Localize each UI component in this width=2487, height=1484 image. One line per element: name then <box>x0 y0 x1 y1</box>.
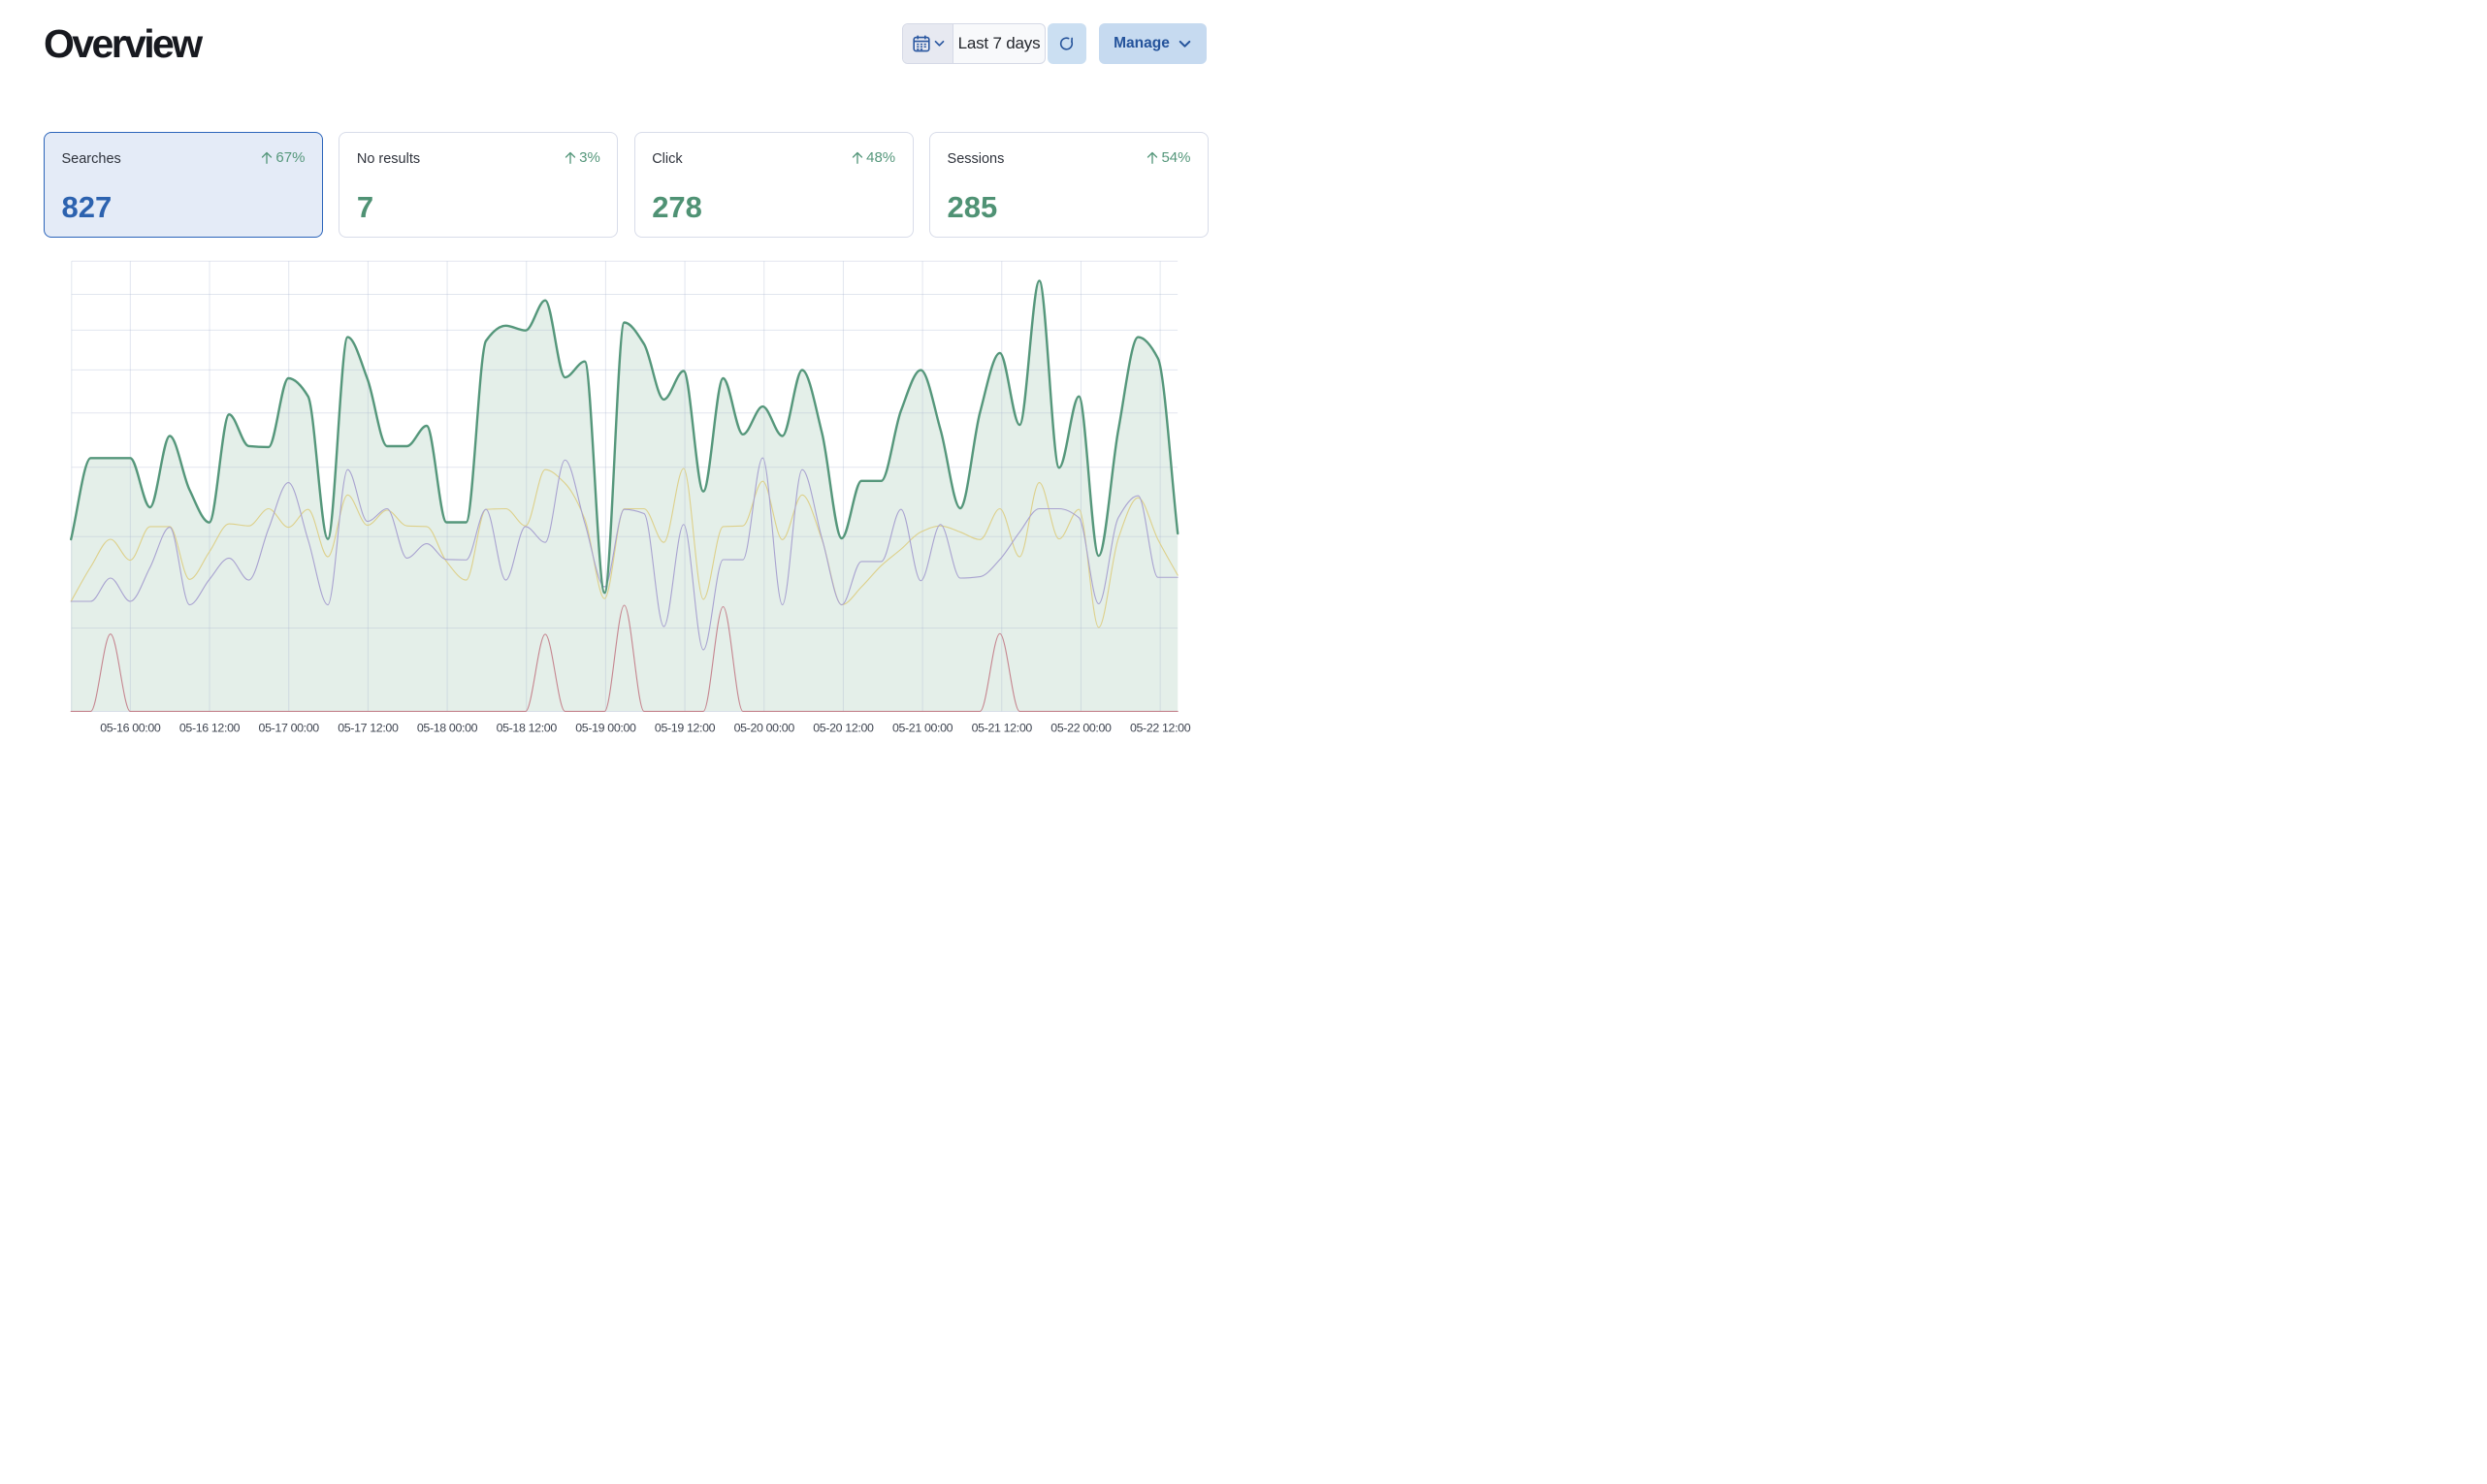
svg-text:05-21 12:00: 05-21 12:00 <box>972 722 1033 735</box>
svg-text:05-20 00:00: 05-20 00:00 <box>734 722 795 735</box>
svg-text:05-16 00:00: 05-16 00:00 <box>100 722 161 735</box>
svg-text:05-17 00:00: 05-17 00:00 <box>259 722 320 735</box>
svg-text:05-18 00:00: 05-18 00:00 <box>417 722 478 735</box>
svg-text:05-22 12:00: 05-22 12:00 <box>1130 722 1191 735</box>
svg-text:05-16 12:00: 05-16 12:00 <box>179 722 241 735</box>
svg-text:05-19 00:00: 05-19 00:00 <box>575 722 636 735</box>
svg-text:05-22 00:00: 05-22 00:00 <box>1050 722 1112 735</box>
svg-text:05-19 12:00: 05-19 12:00 <box>655 722 716 735</box>
svg-text:05-17 12:00: 05-17 12:00 <box>338 722 399 735</box>
svg-text:05-21 00:00: 05-21 00:00 <box>892 722 953 735</box>
svg-text:05-20 12:00: 05-20 12:00 <box>813 722 874 735</box>
svg-text:05-18 12:00: 05-18 12:00 <box>497 722 558 735</box>
